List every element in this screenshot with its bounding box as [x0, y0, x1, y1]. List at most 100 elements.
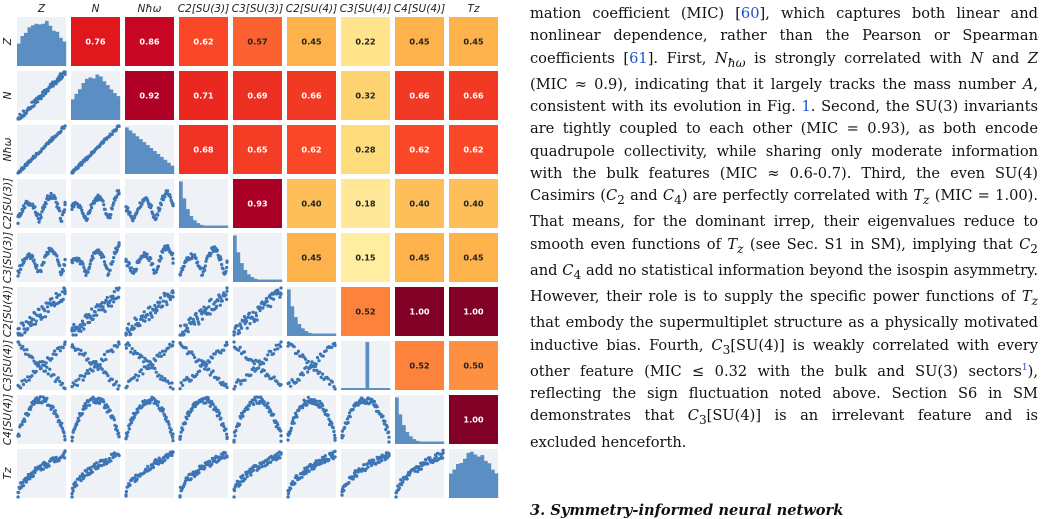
scatter-points — [340, 451, 391, 497]
scatter-points — [16, 340, 67, 391]
histogram-bar — [170, 165, 175, 174]
histogram-bar — [290, 306, 295, 336]
histogram-bar — [325, 333, 330, 336]
histogram-bar — [308, 332, 312, 336]
histogram-bar — [322, 333, 326, 336]
histogram-bar — [318, 333, 323, 336]
histogram-bar — [132, 133, 136, 174]
histogram-bar — [92, 78, 96, 120]
pairplot-cell: 0.71 — [179, 71, 228, 120]
histogram-bar — [116, 96, 121, 120]
figure-1-link[interactable]: 1 — [801, 98, 811, 116]
scatter-points — [124, 340, 175, 391]
pairplot-cell — [16, 286, 67, 337]
mic-value: 0.40 — [409, 199, 430, 209]
mic-cell — [449, 179, 498, 228]
histogram-bar — [113, 93, 117, 120]
mic-value: 1.00 — [463, 307, 484, 317]
histogram-bar — [247, 274, 251, 282]
pairplot-cell — [232, 449, 283, 499]
histogram-bar — [369, 388, 373, 390]
mic-cell — [395, 179, 444, 228]
scatter-points — [178, 286, 229, 337]
histogram-bar — [240, 263, 244, 282]
pairplot-cell — [449, 449, 499, 498]
citation-60[interactable]: 60 — [740, 5, 760, 22]
histogram-bar — [196, 223, 201, 228]
pairplot-cell — [179, 179, 229, 228]
row-label: C3[SU(3)] — [2, 232, 14, 283]
histogram-bar — [146, 145, 150, 174]
pairplot-cell — [70, 449, 121, 499]
pairplot-cell — [16, 179, 67, 228]
footnote-1[interactable]: 1 — [1021, 363, 1028, 374]
pairplot-cell: 1.00 — [395, 287, 444, 336]
histogram-bar — [200, 224, 204, 228]
histogram-bar — [430, 441, 434, 444]
scatter-points — [16, 449, 67, 499]
pairplot-cell — [16, 124, 67, 175]
pairplot-cell — [70, 179, 121, 228]
histogram-bar — [27, 27, 32, 66]
histogram-bar — [459, 462, 464, 498]
mic-value: 0.40 — [301, 199, 322, 209]
mic-value: 0.62 — [301, 145, 321, 155]
histogram-bar — [271, 279, 276, 282]
scatter-points — [286, 341, 337, 391]
pairplot-cell — [286, 395, 337, 444]
pairplot-cell — [232, 340, 283, 391]
pairplot-cell — [124, 233, 175, 282]
mic-cell — [233, 125, 282, 174]
pairplot-cell: 0.62 — [449, 125, 498, 174]
mic-value: 0.45 — [409, 253, 430, 263]
pairplot-cell — [178, 395, 229, 444]
pairplot-grid: 0.76 0.86 0.62 0.57 0.45 0.22 0.45 0.45 0.92 0.71… — [16, 17, 499, 499]
column-label: C2[SU(3)] — [178, 3, 229, 15]
scatter-points — [286, 449, 337, 499]
histogram-bar — [78, 89, 82, 120]
mic-cell — [125, 17, 174, 66]
histogram-bar — [426, 441, 431, 444]
citation-61[interactable]: 61 — [629, 49, 648, 67]
mic-value: 0.22 — [355, 37, 375, 47]
mic-value: 0.18 — [355, 199, 376, 209]
mic-cell — [395, 125, 444, 174]
histogram-bar — [95, 74, 100, 120]
column-label: C4[SU(4)] — [394, 3, 445, 15]
pairplot-cell: 0.28 — [341, 125, 390, 174]
scatter-points — [232, 450, 283, 499]
pairplot-cell: 0.32 — [341, 71, 390, 120]
pairplot-cell: 1.00 — [449, 287, 498, 336]
scatter-points — [124, 244, 175, 275]
histogram-bar — [139, 139, 143, 174]
histogram-bar — [217, 225, 222, 228]
mic-cell — [449, 341, 498, 390]
mic-value: 0.69 — [247, 91, 268, 101]
pairplot-cell: 0.93 — [233, 179, 282, 228]
histogram-bar — [62, 41, 67, 66]
histogram-bar — [20, 35, 25, 66]
mic-cell — [395, 17, 444, 66]
mic-cell — [179, 17, 228, 66]
mic-value: 0.76 — [85, 37, 106, 47]
histogram-bar — [278, 279, 283, 282]
pairplot-cell — [340, 395, 391, 444]
mic-cell — [395, 341, 444, 390]
histogram-bar — [297, 323, 302, 336]
scatter-points — [286, 395, 337, 442]
column-label: C3[SU(4)] — [340, 3, 391, 15]
pairplot-cell: 0.66 — [287, 71, 336, 120]
mic-cell — [449, 233, 498, 282]
scatter-panel — [287, 449, 336, 498]
histogram-bar — [88, 77, 93, 120]
histogram-bar — [142, 142, 147, 174]
row-label: Z — [2, 37, 14, 46]
mic-cell — [449, 395, 498, 444]
histogram-bar — [473, 454, 478, 498]
histogram-bar — [38, 24, 42, 66]
histogram-bar — [71, 99, 75, 120]
mic-value: 0.62 — [193, 37, 213, 47]
pairplot-cell: 0.76 — [71, 17, 120, 66]
column-headers: Z N Nħω C2[SU(3)] C3[SU(3)] C2[SU(4)] C3[SU(4)… — [37, 3, 480, 15]
pairplot-cell — [394, 448, 445, 499]
